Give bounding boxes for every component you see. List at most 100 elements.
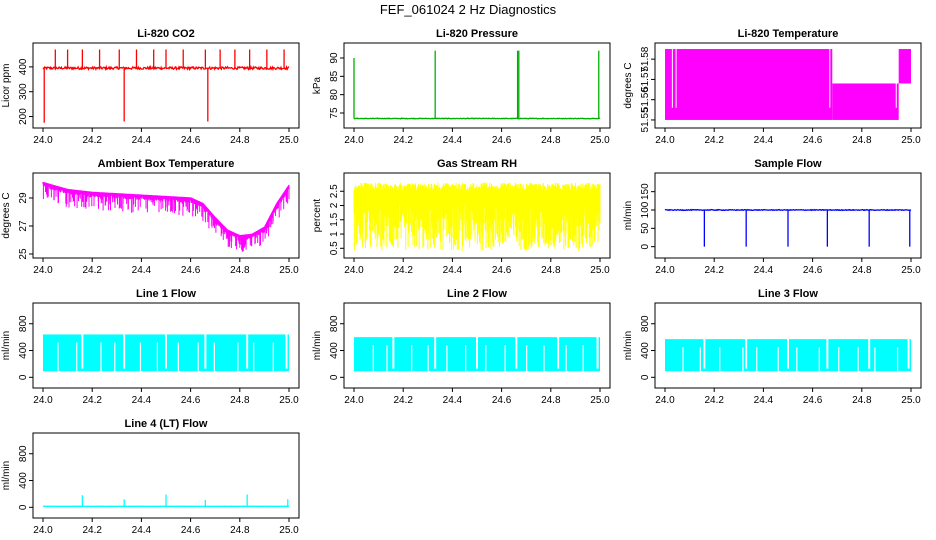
y-axis-label: ml/min xyxy=(623,201,634,230)
data-series xyxy=(665,49,911,120)
panel-title: Line 1 Flow xyxy=(136,288,196,300)
x-tick-label: 24.2 xyxy=(82,135,102,146)
x-tick-label: 25.0 xyxy=(279,265,299,276)
x-tick-label: 24.2 xyxy=(82,525,102,536)
x-tick-label: 24.6 xyxy=(803,265,823,276)
x-tick-label: 24.8 xyxy=(230,265,250,276)
y-tick-label: 800 xyxy=(640,315,651,332)
x-tick-label: 24.0 xyxy=(655,265,675,276)
data-series xyxy=(42,49,290,123)
y-tick-label: 100 xyxy=(640,201,651,218)
x-tick-label: 24.8 xyxy=(230,525,250,536)
y-tick-label: 27 xyxy=(18,220,29,232)
x-tick-label: 24.2 xyxy=(704,135,724,146)
y-tick-label: 75 xyxy=(329,107,340,119)
plot-frame xyxy=(343,302,611,389)
x-tick-label: 24.2 xyxy=(393,265,413,276)
y-tick-label: 29 xyxy=(18,192,29,204)
y-tick-label: 80 xyxy=(329,89,340,101)
y-tick-label: 0 xyxy=(640,374,651,380)
x-tick-label: 25.0 xyxy=(279,525,299,536)
y-tick-label: 25 xyxy=(18,248,29,260)
y-tick-label: 1 xyxy=(329,231,340,237)
y-tick-label: 400 xyxy=(640,342,651,359)
x-tick-label: 24.4 xyxy=(754,265,774,276)
x-tick-label: 25.0 xyxy=(279,135,299,146)
data-series xyxy=(42,494,290,508)
x-tick-label: 24.2 xyxy=(393,395,413,406)
y-tick-label: 0 xyxy=(18,504,29,510)
plot-frame xyxy=(654,42,922,129)
y-tick-label: 2.5 xyxy=(329,184,340,198)
panel-2: Li-820 Pressure 24.0 24.2 24.4 24.6 24.8 25.0 7… xyxy=(312,28,611,146)
plot-frame xyxy=(343,172,611,259)
x-tick-label: 24.4 xyxy=(132,135,152,146)
y-tick-label: 150 xyxy=(640,183,651,200)
data-series xyxy=(353,182,601,252)
y-tick-label: 51.56 xyxy=(640,87,651,112)
panel-6: Sample Flow 24.0 24.2 24.4 24.6 24.8 25.0 0 50 10… xyxy=(623,158,922,276)
panel-1: Li-820 CO2 24.0 24.2 24.4 24.6 24.8 25.0 200 300… xyxy=(1,28,300,146)
y-tick-label: 800 xyxy=(329,315,340,332)
y-axis-label: ml/min xyxy=(312,331,323,360)
x-tick-label: 25.0 xyxy=(590,395,610,406)
x-tick-label: 25.0 xyxy=(901,135,921,146)
y-axis-label: ml/min xyxy=(623,331,634,360)
y-tick-label: 90 xyxy=(329,52,340,64)
x-tick-label: 24.4 xyxy=(132,525,152,536)
y-axis-label: kPa xyxy=(312,76,323,94)
x-tick-label: 24.6 xyxy=(492,395,512,406)
panel-3: Li-820 Temperature 24.0 24.2 24.4 24.6 24.8 25… xyxy=(623,28,922,146)
x-tick-label: 24.8 xyxy=(852,395,872,406)
x-tick-label: 24.0 xyxy=(344,265,364,276)
x-tick-label: 24.0 xyxy=(655,395,675,406)
x-tick-label: 24.8 xyxy=(230,135,250,146)
x-tick-label: 24.4 xyxy=(443,265,463,276)
x-tick-label: 24.0 xyxy=(655,135,675,146)
panel-7: Line 1 Flow 24.0 24.2 24.4 24.6 24.8 25.0 0 400 8… xyxy=(1,288,300,406)
x-tick-label: 25.0 xyxy=(590,135,610,146)
panel-title: Sample Flow xyxy=(754,158,822,170)
panel-title: Li-820 Temperature xyxy=(738,28,839,40)
x-tick-label: 24.2 xyxy=(704,395,724,406)
figure-title: FEF_061024 2 Hz Diagnostics xyxy=(379,2,557,17)
y-tick-label: 800 xyxy=(18,445,29,462)
y-tick-label: 800 xyxy=(18,315,29,332)
data-series xyxy=(664,208,912,247)
x-tick-label: 24.0 xyxy=(33,525,53,536)
data-band xyxy=(898,49,911,84)
data-band xyxy=(665,49,833,120)
y-tick-label: 1.5 xyxy=(329,212,340,226)
y-tick-label: 300 xyxy=(18,83,29,100)
plot-frame xyxy=(32,302,300,389)
y-axis-label: degrees C xyxy=(623,62,634,108)
data-series xyxy=(43,333,289,372)
plot-frame xyxy=(32,432,300,519)
x-tick-label: 25.0 xyxy=(901,265,921,276)
x-tick-label: 24.8 xyxy=(541,265,561,276)
y-tick-label: 0 xyxy=(18,374,29,380)
x-tick-label: 24.0 xyxy=(344,395,364,406)
x-tick-label: 24.0 xyxy=(33,265,53,276)
panel-title: Li-820 Pressure xyxy=(436,28,518,40)
panel-8: Line 2 Flow 24.0 24.2 24.4 24.6 24.8 25.0 0 400 8… xyxy=(312,288,611,406)
panel-5: Gas Stream RH 24.0 24.2 24.4 24.6 24.8 25.0 0.5… xyxy=(312,158,611,276)
plot-frame xyxy=(343,42,611,129)
x-tick-label: 24.4 xyxy=(132,395,152,406)
y-tick-label: 2 xyxy=(329,202,340,208)
plot-frame xyxy=(654,172,922,259)
data-series xyxy=(354,335,600,372)
x-tick-label: 24.2 xyxy=(82,395,102,406)
x-tick-label: 24.2 xyxy=(393,135,413,146)
data-line xyxy=(354,117,601,120)
data-series xyxy=(42,181,290,252)
x-tick-label: 24.2 xyxy=(704,265,724,276)
panel-title: Line 4 (LT) Flow xyxy=(125,418,208,430)
data-band xyxy=(832,83,899,120)
plot-frame xyxy=(654,302,922,389)
panel-title: Ambient Box Temperature xyxy=(98,158,235,170)
x-tick-label: 25.0 xyxy=(901,395,921,406)
x-tick-label: 24.8 xyxy=(230,395,250,406)
y-axis-label: ml/min xyxy=(1,461,12,490)
x-tick-label: 24.2 xyxy=(82,265,102,276)
